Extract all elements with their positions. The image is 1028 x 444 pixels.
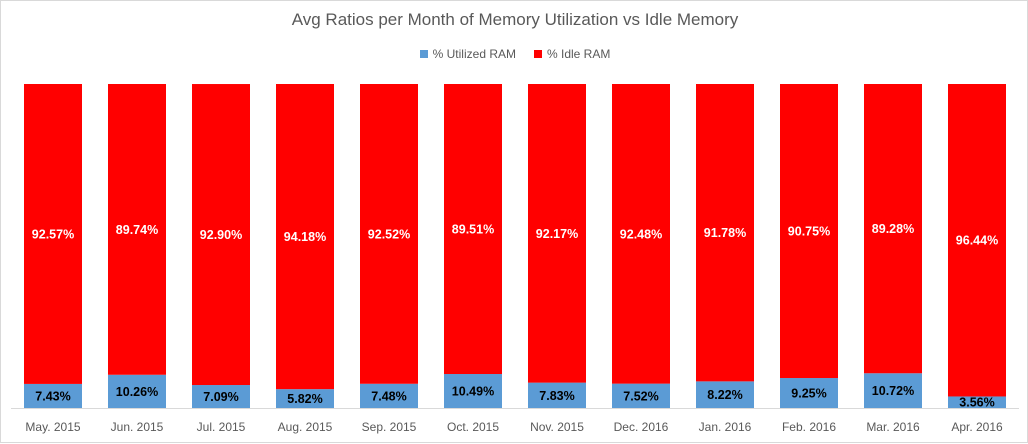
bar-idle-6 <box>528 84 586 383</box>
bar-idle-5 <box>444 84 502 375</box>
x-tick-label-7: Dec. 2016 <box>614 420 669 434</box>
chart-legend: % Utilized RAM % Idle RAM <box>1 47 1028 61</box>
x-tick-label-0: May. 2015 <box>25 420 80 434</box>
data-label-utilized-3: 5.82% <box>287 392 322 406</box>
bar-utilized-1 <box>108 374 166 408</box>
data-label-utilized-8: 8.22% <box>707 388 742 402</box>
data-label-idle-0: 92.57% <box>32 227 74 241</box>
data-label-utilized-9: 9.25% <box>791 387 826 401</box>
bar-utilized-4 <box>360 383 418 408</box>
x-tick-label-9: Feb. 2016 <box>782 420 836 434</box>
data-label-utilized-2: 7.09% <box>203 390 238 404</box>
x-tick-label-1: Jun. 2015 <box>111 420 164 434</box>
bar-utilized-5 <box>444 374 502 408</box>
bar-idle-2 <box>192 84 250 386</box>
bar-utilized-8 <box>696 381 754 408</box>
data-label-utilized-4: 7.48% <box>371 389 406 403</box>
bar-idle-4 <box>360 84 418 384</box>
legend-label-idle: % Idle RAM <box>547 47 611 61</box>
data-label-idle-8: 91.78% <box>704 226 746 240</box>
data-label-utilized-11: 3.56% <box>959 396 994 410</box>
bar-utilized-11 <box>948 396 1006 408</box>
data-label-idle-7: 92.48% <box>620 227 662 241</box>
data-label-utilized-7: 7.52% <box>623 389 658 403</box>
data-label-idle-11: 96.44% <box>956 234 998 248</box>
bar-utilized-0 <box>24 383 82 408</box>
bar-idle-0 <box>24 84 82 384</box>
bar-utilized-9 <box>780 378 838 408</box>
x-tick-label-2: Jul. 2015 <box>197 420 246 434</box>
bar-idle-8 <box>696 84 754 382</box>
bar-idle-7 <box>612 84 670 384</box>
data-label-utilized-6: 7.83% <box>539 389 574 403</box>
data-label-idle-10: 89.28% <box>872 222 914 236</box>
data-label-utilized-1: 10.26% <box>116 385 158 399</box>
legend-item-utilized: % Utilized RAM <box>419 47 516 61</box>
data-label-idle-1: 89.74% <box>116 223 158 237</box>
bar-utilized-6 <box>528 382 586 408</box>
bar-utilized-7 <box>612 383 670 408</box>
legend-swatch-idle <box>534 50 542 58</box>
data-label-utilized-10: 10.72% <box>872 384 914 398</box>
bar-utilized-10 <box>864 373 922 408</box>
data-label-idle-3: 94.18% <box>284 230 326 244</box>
x-tick-label-4: Sep. 2015 <box>362 420 417 434</box>
x-tick-label-8: Jan. 2016 <box>699 420 752 434</box>
bar-utilized-2 <box>192 385 250 408</box>
bar-idle-1 <box>108 84 166 375</box>
bar-utilized-3 <box>276 389 334 408</box>
data-label-idle-9: 90.75% <box>788 225 830 239</box>
bar-idle-3 <box>276 84 334 390</box>
bar-idle-10 <box>864 84 922 374</box>
x-tick-label-6: Nov. 2015 <box>530 420 584 434</box>
x-tick-label-11: Apr. 2016 <box>951 420 1003 434</box>
data-label-idle-5: 89.51% <box>452 223 494 237</box>
bar-idle-9 <box>780 84 838 379</box>
legend-item-idle: % Idle RAM <box>534 47 610 61</box>
data-label-idle-6: 92.17% <box>536 227 578 241</box>
data-label-idle-2: 92.90% <box>200 228 242 242</box>
bar-idle-11 <box>948 84 1006 397</box>
x-tick-label-3: Aug. 2015 <box>278 420 333 434</box>
legend-label-utilized: % Utilized RAM <box>432 47 516 61</box>
data-label-idle-4: 92.52% <box>368 227 410 241</box>
data-label-utilized-0: 7.43% <box>35 389 70 403</box>
chart-title: Avg Ratios per Month of Memory Utilizati… <box>291 10 739 29</box>
x-tick-label-10: Mar. 2016 <box>866 420 920 434</box>
x-tick-label-5: Oct. 2015 <box>447 420 499 434</box>
data-label-utilized-5: 10.49% <box>452 385 494 399</box>
legend-swatch-utilized <box>419 50 428 58</box>
